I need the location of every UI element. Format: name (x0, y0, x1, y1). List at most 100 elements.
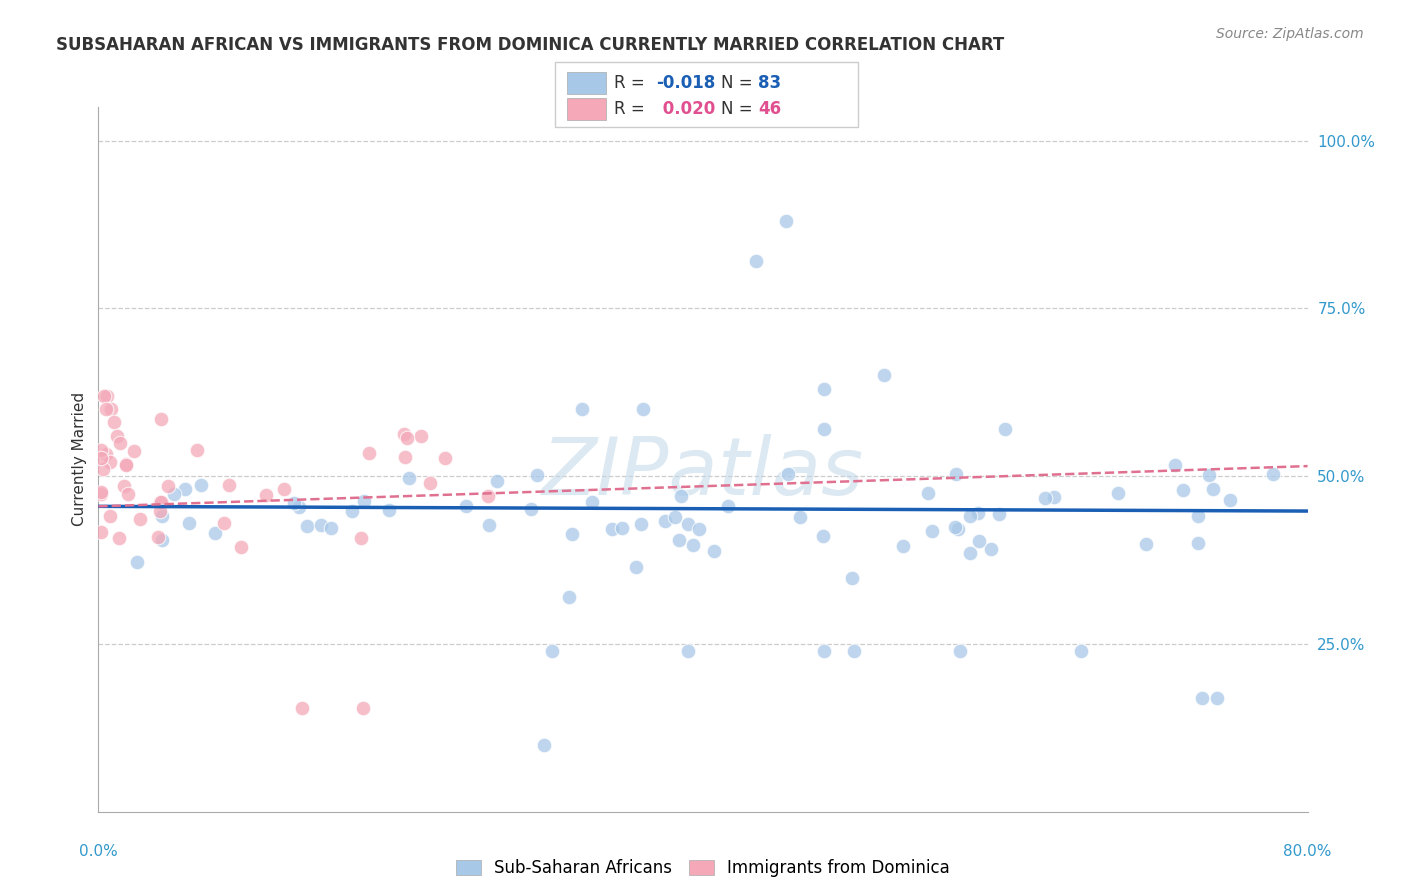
Point (1070, 643, 1092, 657)
Point (678, 517, 700, 532)
Point (163, 487, 186, 501)
Point (745, 254, 768, 268)
Point (1261, 467, 1284, 482)
Point (98, 509, 121, 524)
Point (1219, 493, 1241, 508)
Point (340, 504, 363, 518)
Point (813, 422, 835, 436)
Point (478, 518, 501, 533)
Point (114, 457, 136, 471)
Point (100, 402, 122, 417)
Point (921, 524, 943, 539)
Point (309, 518, 332, 533)
Point (254, 488, 277, 502)
Point (1171, 483, 1194, 497)
Point (1198, 467, 1220, 482)
Point (321, 521, 343, 535)
Point (96, 389, 118, 403)
Point (394, 450, 416, 464)
Text: R =: R = (614, 100, 651, 118)
Text: 83: 83 (758, 74, 780, 92)
Point (90, 485, 112, 500)
Point (392, 426, 415, 441)
Point (581, 495, 603, 509)
Point (150, 494, 173, 508)
Point (600, 522, 623, 536)
Point (994, 422, 1017, 436)
Point (540, 643, 562, 657)
Point (519, 501, 541, 516)
Point (359, 446, 381, 460)
Point (789, 510, 811, 524)
Point (1191, 690, 1213, 705)
Point (664, 509, 686, 524)
Legend: Sub-Saharan Africans, Immigrants from Dominica: Sub-Saharan Africans, Immigrants from Do… (450, 853, 956, 884)
Point (917, 486, 939, 500)
Point (90, 487, 112, 501)
Point (946, 523, 969, 537)
Point (419, 475, 441, 490)
Point (966, 506, 988, 520)
Point (1043, 490, 1066, 504)
Text: 46: 46 (758, 100, 780, 118)
Point (561, 526, 583, 541)
Point (980, 541, 1002, 556)
Point (1187, 509, 1209, 524)
Point (218, 478, 240, 492)
Text: 0.020: 0.020 (657, 100, 714, 118)
Point (671, 489, 693, 503)
Point (150, 533, 173, 548)
Point (90, 443, 112, 458)
Point (624, 560, 647, 574)
Point (212, 516, 235, 530)
Text: 80.0%: 80.0% (1284, 845, 1331, 859)
Point (90, 524, 112, 539)
Point (411, 429, 433, 443)
Point (112, 479, 135, 493)
Point (395, 431, 418, 445)
Point (949, 643, 972, 657)
Point (353, 494, 375, 508)
Point (1187, 536, 1209, 550)
Y-axis label: Currently Married: Currently Married (72, 392, 87, 526)
Text: N =: N = (721, 100, 758, 118)
Point (149, 504, 172, 518)
Point (717, 499, 740, 513)
Point (526, 468, 548, 483)
Point (146, 530, 169, 544)
Point (98, 455, 121, 469)
Point (103, 416, 125, 430)
Point (959, 509, 981, 524)
Point (1033, 491, 1056, 505)
Point (105, 429, 128, 443)
Point (150, 508, 173, 523)
Text: -0.018: -0.018 (657, 74, 716, 92)
Point (676, 643, 699, 657)
Point (454, 499, 477, 513)
Point (117, 487, 139, 501)
Point (987, 507, 1010, 521)
Text: 0.0%: 0.0% (79, 845, 118, 859)
Point (149, 495, 172, 509)
Point (486, 475, 509, 489)
Point (108, 531, 131, 545)
Point (533, 738, 555, 752)
Point (433, 451, 456, 466)
Point (93, 389, 115, 403)
Point (668, 533, 690, 547)
Point (350, 531, 373, 545)
Point (477, 489, 499, 503)
Point (288, 500, 311, 514)
Point (630, 517, 652, 532)
Point (654, 515, 676, 529)
Point (945, 467, 967, 481)
Point (873, 368, 896, 383)
Text: ZIPatlas: ZIPatlas (541, 434, 865, 513)
Point (1202, 482, 1225, 496)
Point (297, 518, 319, 533)
Text: R =: R = (614, 74, 651, 92)
Point (1107, 486, 1129, 500)
Point (378, 503, 401, 517)
Point (967, 533, 990, 548)
Point (1164, 458, 1187, 472)
